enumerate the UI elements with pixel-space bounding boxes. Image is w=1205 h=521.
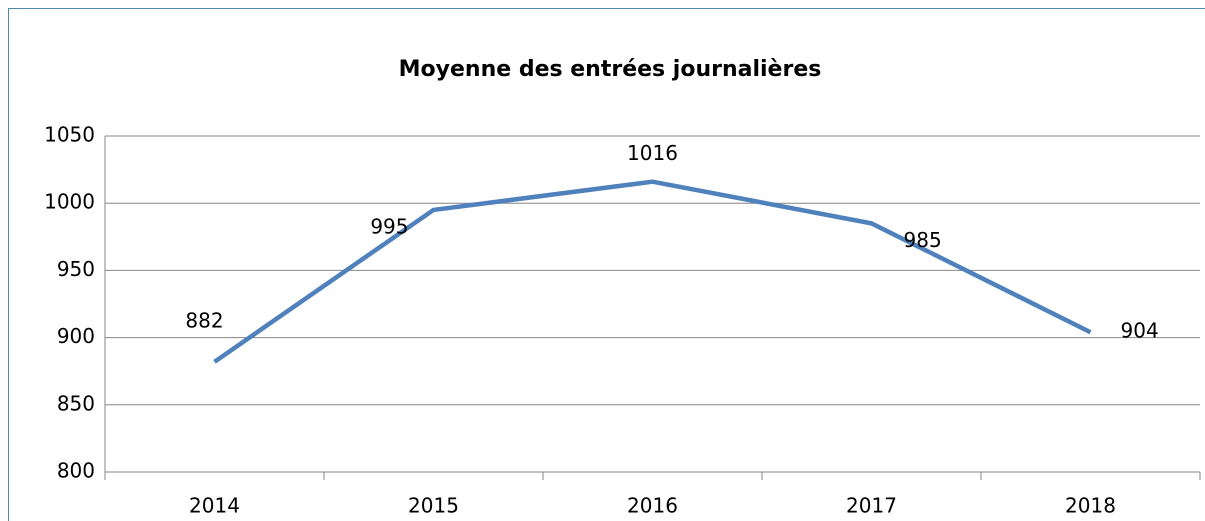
x-tick-label: 2018 [1065,494,1116,518]
data-label: 985 [904,228,942,252]
chart-title: Moyenne des entrées journalières [399,57,822,82]
y-tick-label: 850 [57,391,95,415]
y-tick-label: 1050 [44,123,95,147]
data-label: 904 [1121,319,1159,343]
x-tick-label: 2016 [627,494,678,518]
y-tick-label: 1000 [44,190,95,214]
data-line [213,179,1092,364]
x-tick-label: 2015 [408,494,459,518]
chart-frame [8,8,1205,521]
data-label: 1016 [627,141,678,165]
x-tick-label: 2014 [189,494,240,518]
x-tick-label: 2017 [846,494,897,518]
y-tick-label: 900 [57,324,95,348]
y-tick-label: 950 [57,257,95,281]
data-label: 882 [185,308,223,332]
y-tick-label: 800 [57,459,95,483]
data-label: 995 [370,214,408,238]
